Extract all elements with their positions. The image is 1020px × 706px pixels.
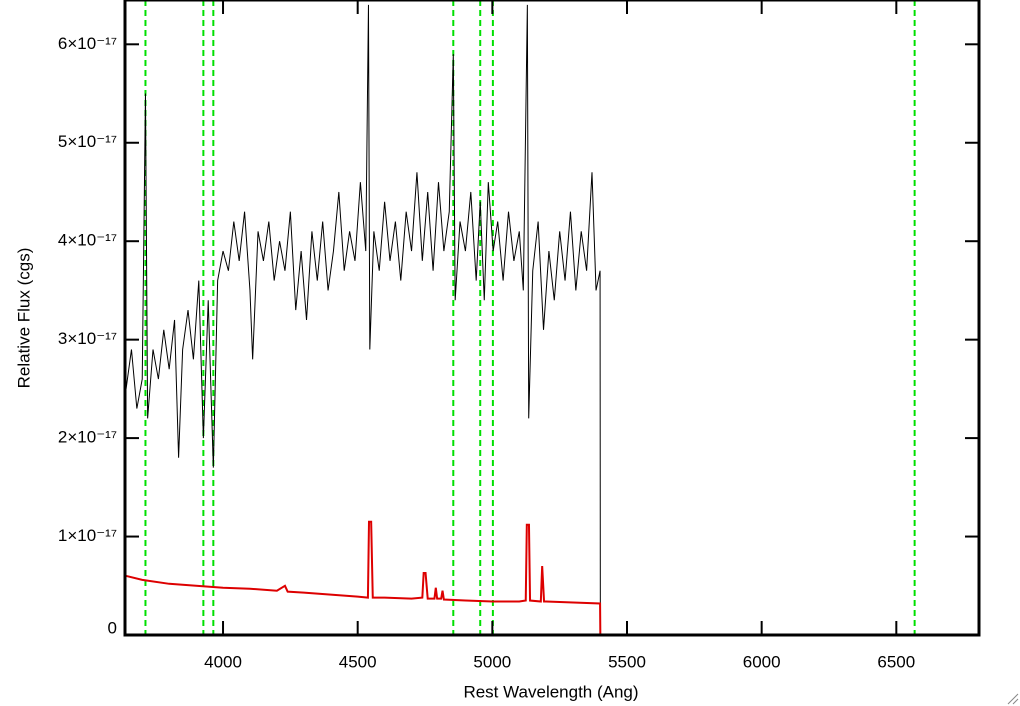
- y-tick-label: 4×10⁻¹⁷: [58, 231, 117, 250]
- x-tick-label: 6000: [743, 652, 781, 671]
- y-axis-title: Relative Flux (cgs): [14, 248, 33, 389]
- y-tick-label: 1×10⁻¹⁷: [58, 526, 117, 545]
- x-tick-label: 6500: [877, 652, 915, 671]
- x-tick-label: 4500: [339, 652, 377, 671]
- x-tick-label: 4000: [204, 652, 242, 671]
- x-axis-title: Rest Wavelength (Ang): [463, 682, 638, 701]
- x-tick-label: 5500: [608, 652, 646, 671]
- resize-grip: [1007, 693, 1019, 705]
- y-tick-label: 3×10⁻¹⁷: [58, 329, 117, 348]
- spectrum-line: [125, 520, 979, 636]
- y-tick-label: 0: [108, 618, 117, 637]
- x-tick-label: 5000: [473, 652, 511, 671]
- plot-frame: [123, 0, 981, 637]
- spectrum-line: [125, 4, 979, 636]
- y-tick-label: 2×10⁻¹⁷: [58, 428, 117, 447]
- y-tick-label: 5×10⁻¹⁷: [58, 132, 117, 151]
- y-tick-label: 6×10⁻¹⁷: [58, 34, 117, 53]
